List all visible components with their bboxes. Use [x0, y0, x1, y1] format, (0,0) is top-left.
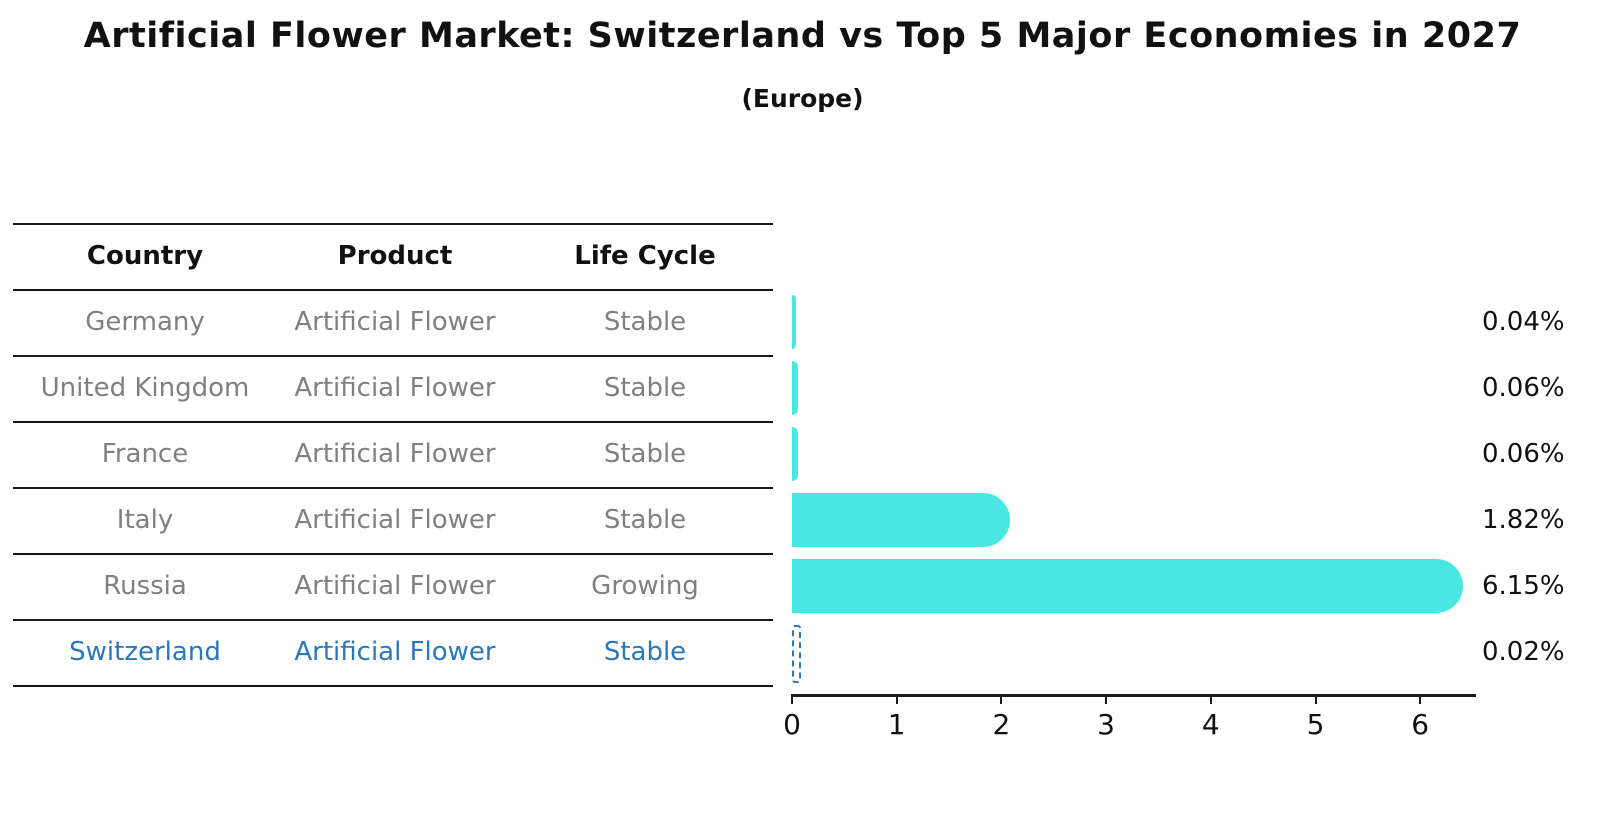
value-label-germany: 0.04% — [1482, 307, 1565, 337]
table-cell-life-cycle: Stable — [603, 505, 687, 535]
table-cell-country: France — [101, 439, 189, 469]
column-header-product: Product — [337, 241, 453, 271]
table-rule — [13, 289, 773, 291]
value-label-italy: 1.82% — [1482, 505, 1565, 535]
table-cell-life-cycle: Stable — [603, 439, 687, 469]
x-axis-tick-label: 6 — [1411, 708, 1430, 741]
bar-russia — [792, 559, 1463, 613]
x-axis-tick-label: 3 — [1097, 708, 1116, 741]
table-cell-country: Germany — [85, 307, 205, 337]
table-cell-product: Artificial Flower — [294, 505, 496, 535]
table-cell-life-cycle: Growing — [591, 571, 699, 601]
value-label-russia: 6.15% — [1482, 571, 1565, 601]
x-axis-tick-label: 4 — [1201, 708, 1220, 741]
table-cell-life-cycle: Stable — [603, 373, 687, 403]
chart-title: Artificial Flower Market: Switzerland vs… — [83, 16, 1522, 56]
table-cell-country: United Kingdom — [40, 373, 250, 403]
table-cell-product-highlight: Artificial Flower — [294, 637, 496, 667]
table-rule — [13, 355, 773, 357]
table-rule — [13, 487, 773, 489]
x-axis-tick — [1314, 694, 1317, 704]
table-cell-country: Italy — [116, 505, 174, 535]
x-axis-tick-label: 5 — [1306, 708, 1325, 741]
x-axis-tick — [791, 694, 793, 704]
x-axis-tick-label: 1 — [887, 708, 906, 741]
column-header-country: Country — [86, 241, 204, 271]
bar-france — [792, 427, 799, 481]
table-rule — [13, 619, 773, 621]
x-axis-tick-label: 2 — [992, 708, 1011, 741]
bar-united-kingdom — [792, 361, 799, 415]
bar-italy — [792, 493, 1010, 547]
value-label-france: 0.06% — [1482, 439, 1565, 469]
x-axis-tick — [1105, 694, 1108, 704]
x-axis-tick — [1209, 694, 1212, 704]
table-rule — [13, 685, 773, 687]
x-axis-line — [792, 694, 1476, 697]
table-cell-product: Artificial Flower — [294, 307, 496, 337]
chart-subtitle: (Europe) — [741, 84, 864, 113]
table-cell-country: Russia — [103, 571, 187, 601]
table-cell-product: Artificial Flower — [294, 571, 496, 601]
table-cell-product: Artificial Flower — [294, 439, 496, 469]
x-axis-tick-label: 0 — [783, 708, 801, 741]
table-rule — [13, 553, 773, 555]
table-rule — [13, 223, 773, 225]
column-header-life-cycle: Life Cycle — [574, 241, 716, 271]
table-cell-life-cycle-highlight: Stable — [603, 637, 687, 667]
bar-switzerland — [792, 625, 801, 683]
x-axis-tick — [1000, 694, 1003, 704]
table-rule — [13, 421, 773, 423]
x-axis-tick — [1419, 694, 1422, 704]
value-label-united-kingdom: 0.06% — [1482, 373, 1565, 403]
x-axis-tick — [895, 694, 898, 704]
table-cell-life-cycle: Stable — [603, 307, 687, 337]
value-label-switzerland: 0.02% — [1482, 637, 1565, 667]
table-cell-country-highlight: Switzerland — [69, 637, 221, 667]
bar-germany — [792, 295, 797, 349]
table-cell-product: Artificial Flower — [294, 373, 496, 403]
